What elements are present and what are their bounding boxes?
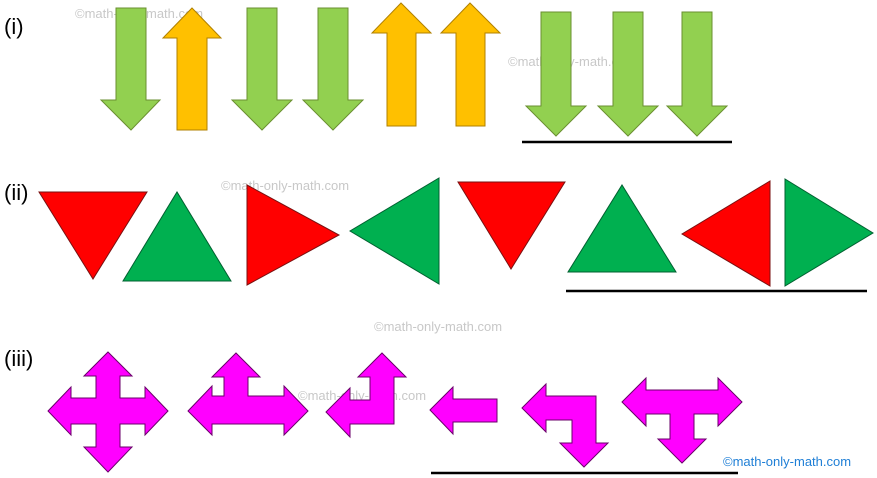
down-arrow-icon [230, 7, 294, 131]
row-label-ii: (ii) [4, 180, 29, 205]
corner-arrow-icon [325, 352, 408, 439]
down-arrow-icon [596, 11, 660, 137]
triangle-down-red [457, 181, 566, 270]
triangle-right-red [246, 184, 341, 286]
four-way-arrow-icon [47, 351, 169, 473]
footer-watermark: ©math-only-math.com [723, 454, 852, 469]
corner-arrow-icon [521, 382, 610, 468]
triangle-up-green [567, 184, 677, 273]
triangle-left-red [681, 180, 771, 287]
triangle-right-green [784, 178, 874, 287]
down-arrow-icon [524, 11, 588, 137]
triangle-up-green [122, 191, 232, 282]
row-label-iii: (iii) [4, 346, 34, 371]
down-arrow-icon [301, 7, 365, 131]
triangle-down-red [38, 191, 148, 280]
watermark-text: ©math-only-math.com [374, 319, 503, 334]
up-arrow-icon [161, 7, 223, 131]
watermark-text: ©math-only-math.com [508, 54, 637, 69]
up-arrow-icon [439, 2, 502, 127]
down-arrow-icon [665, 11, 729, 137]
three-way-arrow-icon [621, 376, 743, 464]
row-label-i: (i) [4, 14, 24, 39]
three-way-arrow-icon [187, 352, 309, 437]
left-arrow-icon [429, 385, 498, 436]
up-arrow-icon [370, 2, 433, 127]
triangle-left-green [349, 177, 440, 285]
down-arrow-icon [99, 7, 162, 131]
